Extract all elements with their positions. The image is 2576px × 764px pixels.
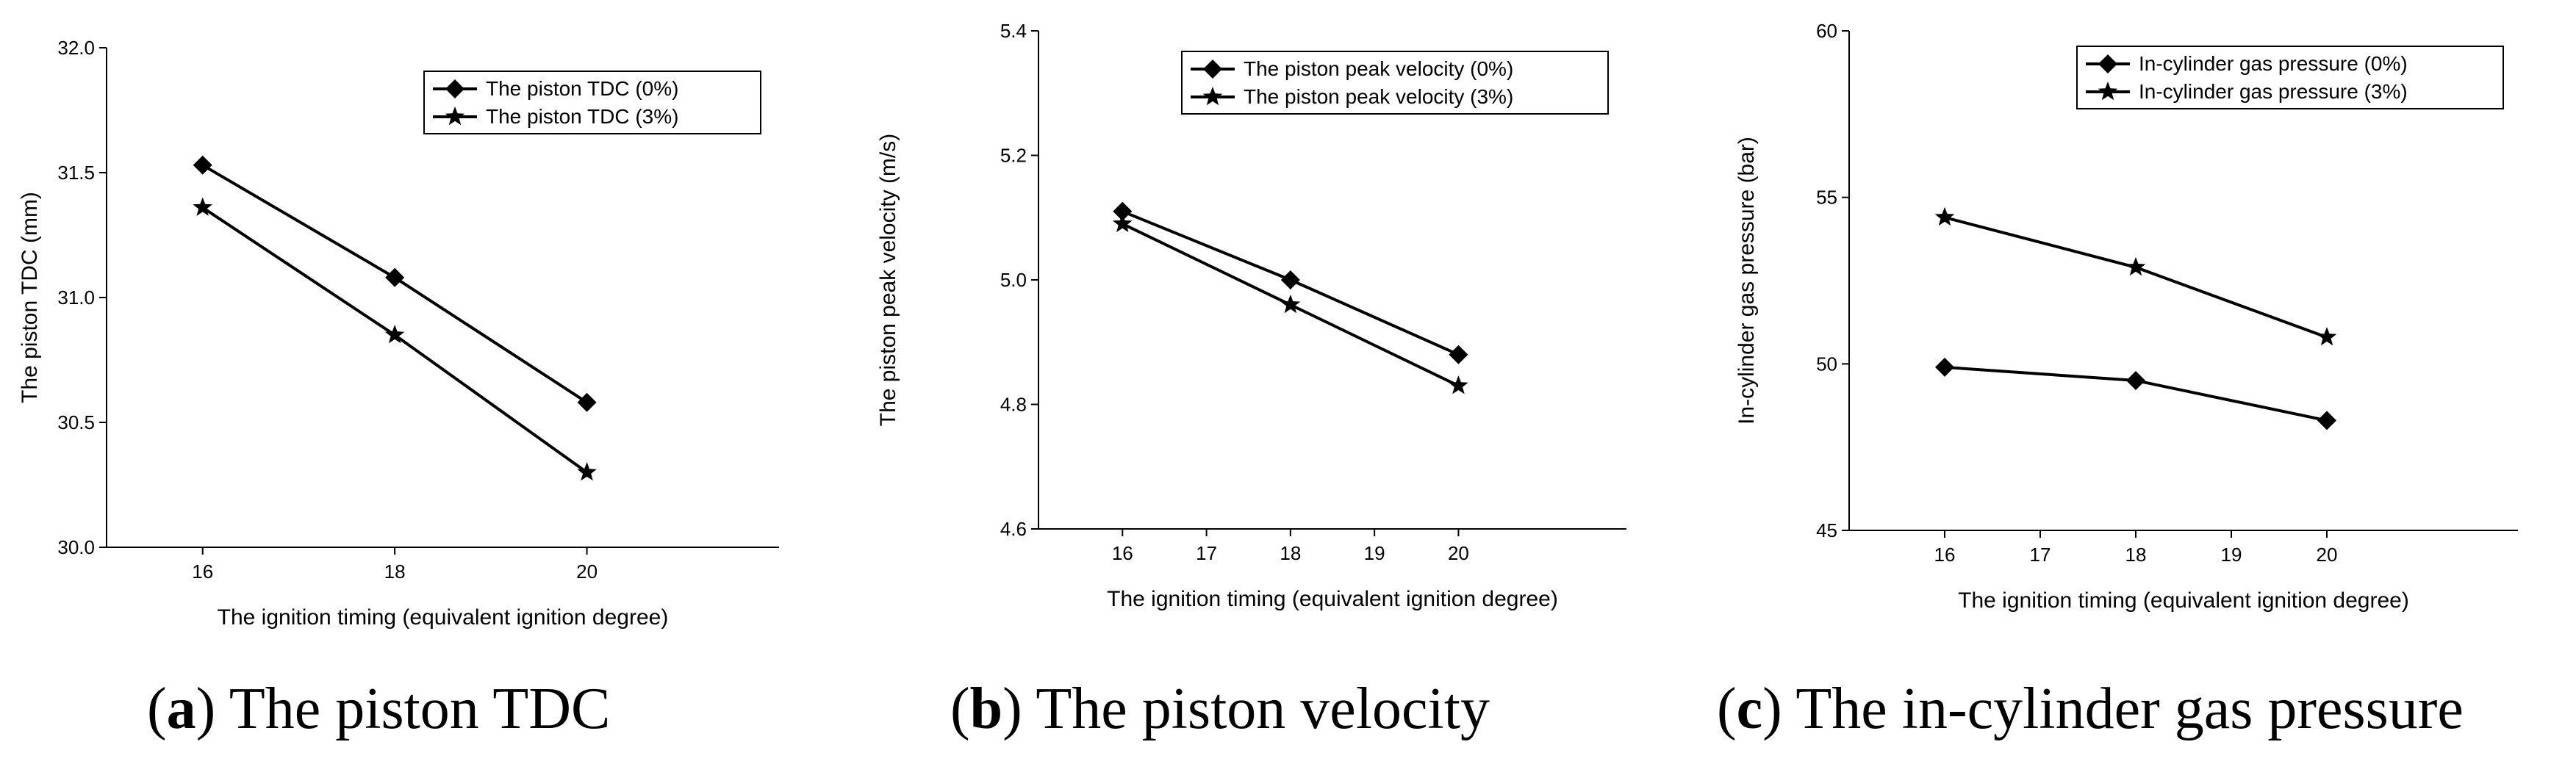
y-tick-label-c-0: 45 (1816, 519, 1837, 541)
legend-a (423, 71, 761, 134)
caption-b-text: The piston velocity (1036, 677, 1490, 741)
y-tick-label-a-2: 31.0 (57, 286, 95, 309)
legend-label-c-0: In-cylinder gas pressure (0%) (2139, 52, 2408, 75)
legend-marker-a-1 (445, 107, 465, 126)
x-tick-label-c-3: 19 (2221, 544, 2242, 566)
chart-a: 30.0 30.5 31.0 31.5 32.0 16 18 20 The ignition t… (18, 37, 779, 630)
y-tick-label-c-1: 50 (1816, 353, 1837, 375)
x-tick-label-c-2: 18 (2125, 544, 2147, 566)
caption-a-letter: a (166, 677, 196, 741)
caption-a-text: The piston TDC (229, 677, 611, 741)
data-point-c-1-1 (2125, 256, 2146, 276)
x-tick-label-a-0: 16 (192, 561, 213, 583)
data-point-b-1-0 (1113, 213, 1133, 233)
x-tick-label-a-1: 18 (384, 561, 406, 583)
legend-b (1181, 51, 1609, 115)
panel-a: 30.0 30.5 31.0 31.5 32.0 16 18 20 The ignition t… (0, 0, 858, 764)
series-line-a-1 (201, 206, 588, 474)
legend-label-c-1: In-cylinder gas pressure (3%) (2139, 80, 2408, 103)
caption-c-letter: c (1736, 677, 1763, 741)
legend-marker-c-0 (2098, 54, 2117, 73)
x-axis-label-c: The ignition timing (equivalent ignition… (1958, 588, 2409, 613)
x-tick-label-b-3: 19 (1364, 542, 1385, 564)
y-tick-label-c-2: 55 (1816, 187, 1837, 209)
data-point-c-0-1 (2126, 371, 2145, 390)
caption-c-text: The in-cylinder gas pressure (1795, 677, 2464, 741)
data-point-c-0-2 (2317, 411, 2336, 430)
y-tick-label-b-3: 5.2 (1000, 145, 1027, 167)
data-point-b-0-0 (1113, 201, 1133, 221)
y-tick-label-c-3: 60 (1816, 20, 1837, 42)
data-point-a-1-0 (193, 197, 212, 216)
data-point-b-1-1 (1280, 294, 1301, 314)
x-tick-label-a-2: 20 (576, 561, 598, 583)
x-tick-label-c-4: 20 (2317, 544, 2338, 566)
panel-b: 4.6 4.8 5.0 5.2 5.4 16 17 18 19 20 The ignition ti… (858, 0, 1717, 764)
data-point-a-0-1 (385, 267, 405, 287)
y-tick-label-b-2: 5.0 (1000, 269, 1027, 291)
panel-c: 45 50 55 60 16 17 18 19 20 The ignition timing (e… (1717, 0, 2575, 764)
y-tick-label-a-0: 30.0 (57, 536, 95, 558)
y-tick-label-a-1: 30.5 (57, 411, 95, 433)
legend-marker-b-1 (1202, 87, 1223, 106)
legend-label-a-1: The piston TDC (3%) (486, 105, 678, 128)
legend-marker-a-0 (445, 79, 464, 98)
series-line-c-1 (1944, 215, 2328, 339)
data-point-a-1-2 (577, 462, 597, 481)
legend-label-b-0: The piston peak velocity (0%) (1244, 57, 1513, 80)
x-tick-label-b-2: 18 (1280, 542, 1301, 564)
y-axis-label-b: The piston peak velocity (m/s) (876, 134, 900, 426)
data-point-a-0-0 (193, 155, 212, 175)
legend-label-b-1: The piston peak velocity (3%) (1244, 85, 1513, 108)
caption-b: (b) The piston velocity (950, 677, 1490, 741)
data-point-a-0-2 (577, 392, 597, 412)
y-tick-label-b-4: 5.4 (1000, 20, 1027, 42)
x-axis-label-b: The ignition timing (equivalent ignition… (1107, 587, 1558, 611)
y-tick-label-b-0: 4.6 (1000, 518, 1027, 540)
x-tick-label-c-1: 17 (2030, 544, 2051, 566)
y-axis-label-c: In-cylinder gas pressure (bar) (1734, 137, 1759, 425)
legend-c (2076, 46, 2504, 109)
x-tick-label-b-4: 20 (1448, 542, 1469, 564)
caption-c: (c) The in-cylinder gas pressure (1717, 677, 2464, 741)
x-tick-label-c-0: 16 (1934, 544, 1956, 566)
caption-b-letter: b (969, 677, 1003, 741)
x-tick-label-b-1: 17 (1196, 542, 1217, 564)
y-tick-label-a-3: 31.5 (57, 162, 95, 184)
data-point-a-1-1 (384, 325, 405, 344)
chart-c: 45 50 55 60 16 17 18 19 20 The ignition timing (e… (1734, 20, 2518, 613)
legend-marker-c-1 (2098, 82, 2118, 101)
x-tick-label-b-0: 16 (1112, 542, 1133, 564)
chart-b: 4.6 4.8 5.0 5.2 5.4 16 17 18 19 20 The ignition ti… (876, 20, 1626, 611)
data-point-b-1-2 (1449, 375, 1468, 394)
y-tick-label-b-1: 4.8 (1000, 394, 1027, 416)
y-tick-label-a-4: 32.0 (57, 37, 95, 59)
data-point-c-1-0 (1934, 206, 1955, 226)
data-point-b-0-1 (1280, 270, 1300, 289)
legend-marker-b-0 (1203, 60, 1222, 79)
y-axis-label-a: The piston TDC (mm) (18, 192, 42, 403)
data-point-b-0-2 (1449, 345, 1468, 364)
caption-a: (a) The piston TDC (147, 677, 611, 741)
legend-label-a-0: The piston TDC (0%) (486, 77, 678, 100)
data-point-c-1-2 (2317, 327, 2337, 346)
data-point-c-0-0 (1935, 357, 1954, 377)
x-axis-label-a: The ignition timing (equivalent ignition… (218, 605, 669, 630)
